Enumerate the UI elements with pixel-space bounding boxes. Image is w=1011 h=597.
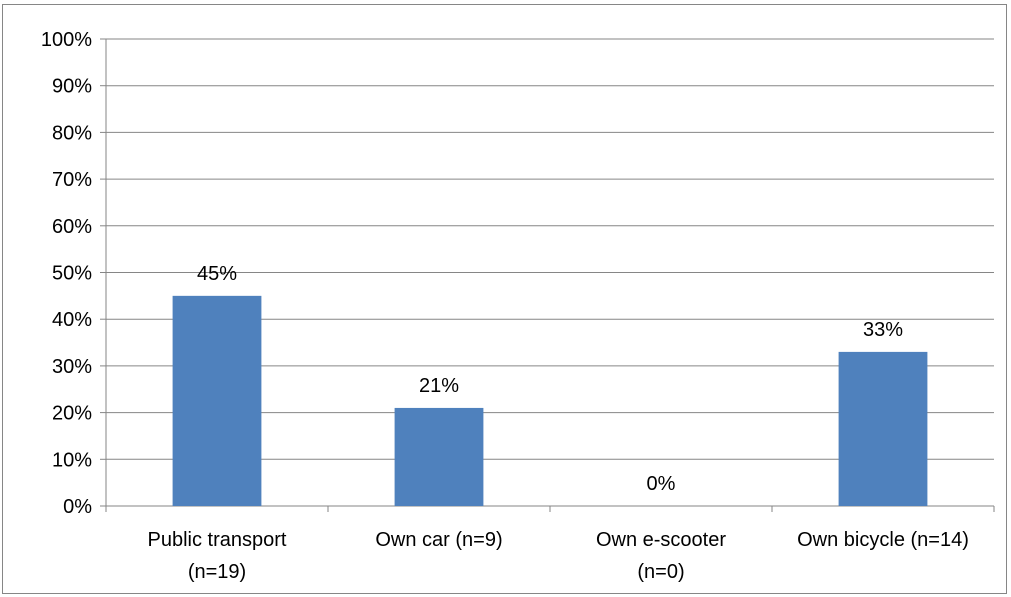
data-label: 45% (197, 263, 237, 285)
y-tick-label: 0% (63, 496, 92, 518)
y-tick-labels: 0% 10% 20% 30% 40% 50% 60% 70% 80% 90% 100% (41, 29, 92, 518)
x-category-label: Own e-scooter (596, 529, 726, 551)
bar (394, 407, 484, 506)
y-tick-label: 10% (52, 449, 92, 471)
bar (172, 295, 262, 506)
data-labels: 45% 21% 0% 33% (197, 263, 903, 495)
y-tick-label: 90% (52, 76, 92, 98)
y-tick-label: 50% (52, 263, 92, 285)
data-label: 21% (419, 375, 459, 397)
bar (838, 351, 928, 506)
y-tick-label: 60% (52, 216, 92, 238)
x-category-labels: Public transport (n=19) Own car (n=9) Own e… (148, 529, 969, 583)
bars (172, 295, 928, 506)
x-category-label: Own bicycle (n=14) (797, 529, 969, 551)
x-category-label: (n=19) (188, 561, 246, 583)
x-category-label: (n=0) (637, 561, 684, 583)
x-category-label: Public transport (148, 529, 287, 551)
y-tick-label: 20% (52, 403, 92, 425)
y-tick-label: 40% (52, 309, 92, 331)
y-tick-label: 100% (41, 29, 92, 51)
data-label: 0% (647, 473, 676, 495)
x-category-label: Own car (n=9) (375, 529, 502, 551)
y-tick-label: 30% (52, 356, 92, 378)
data-label: 33% (863, 319, 903, 341)
y-tick-label: 80% (52, 122, 92, 144)
y-tick-label: 70% (52, 169, 92, 191)
